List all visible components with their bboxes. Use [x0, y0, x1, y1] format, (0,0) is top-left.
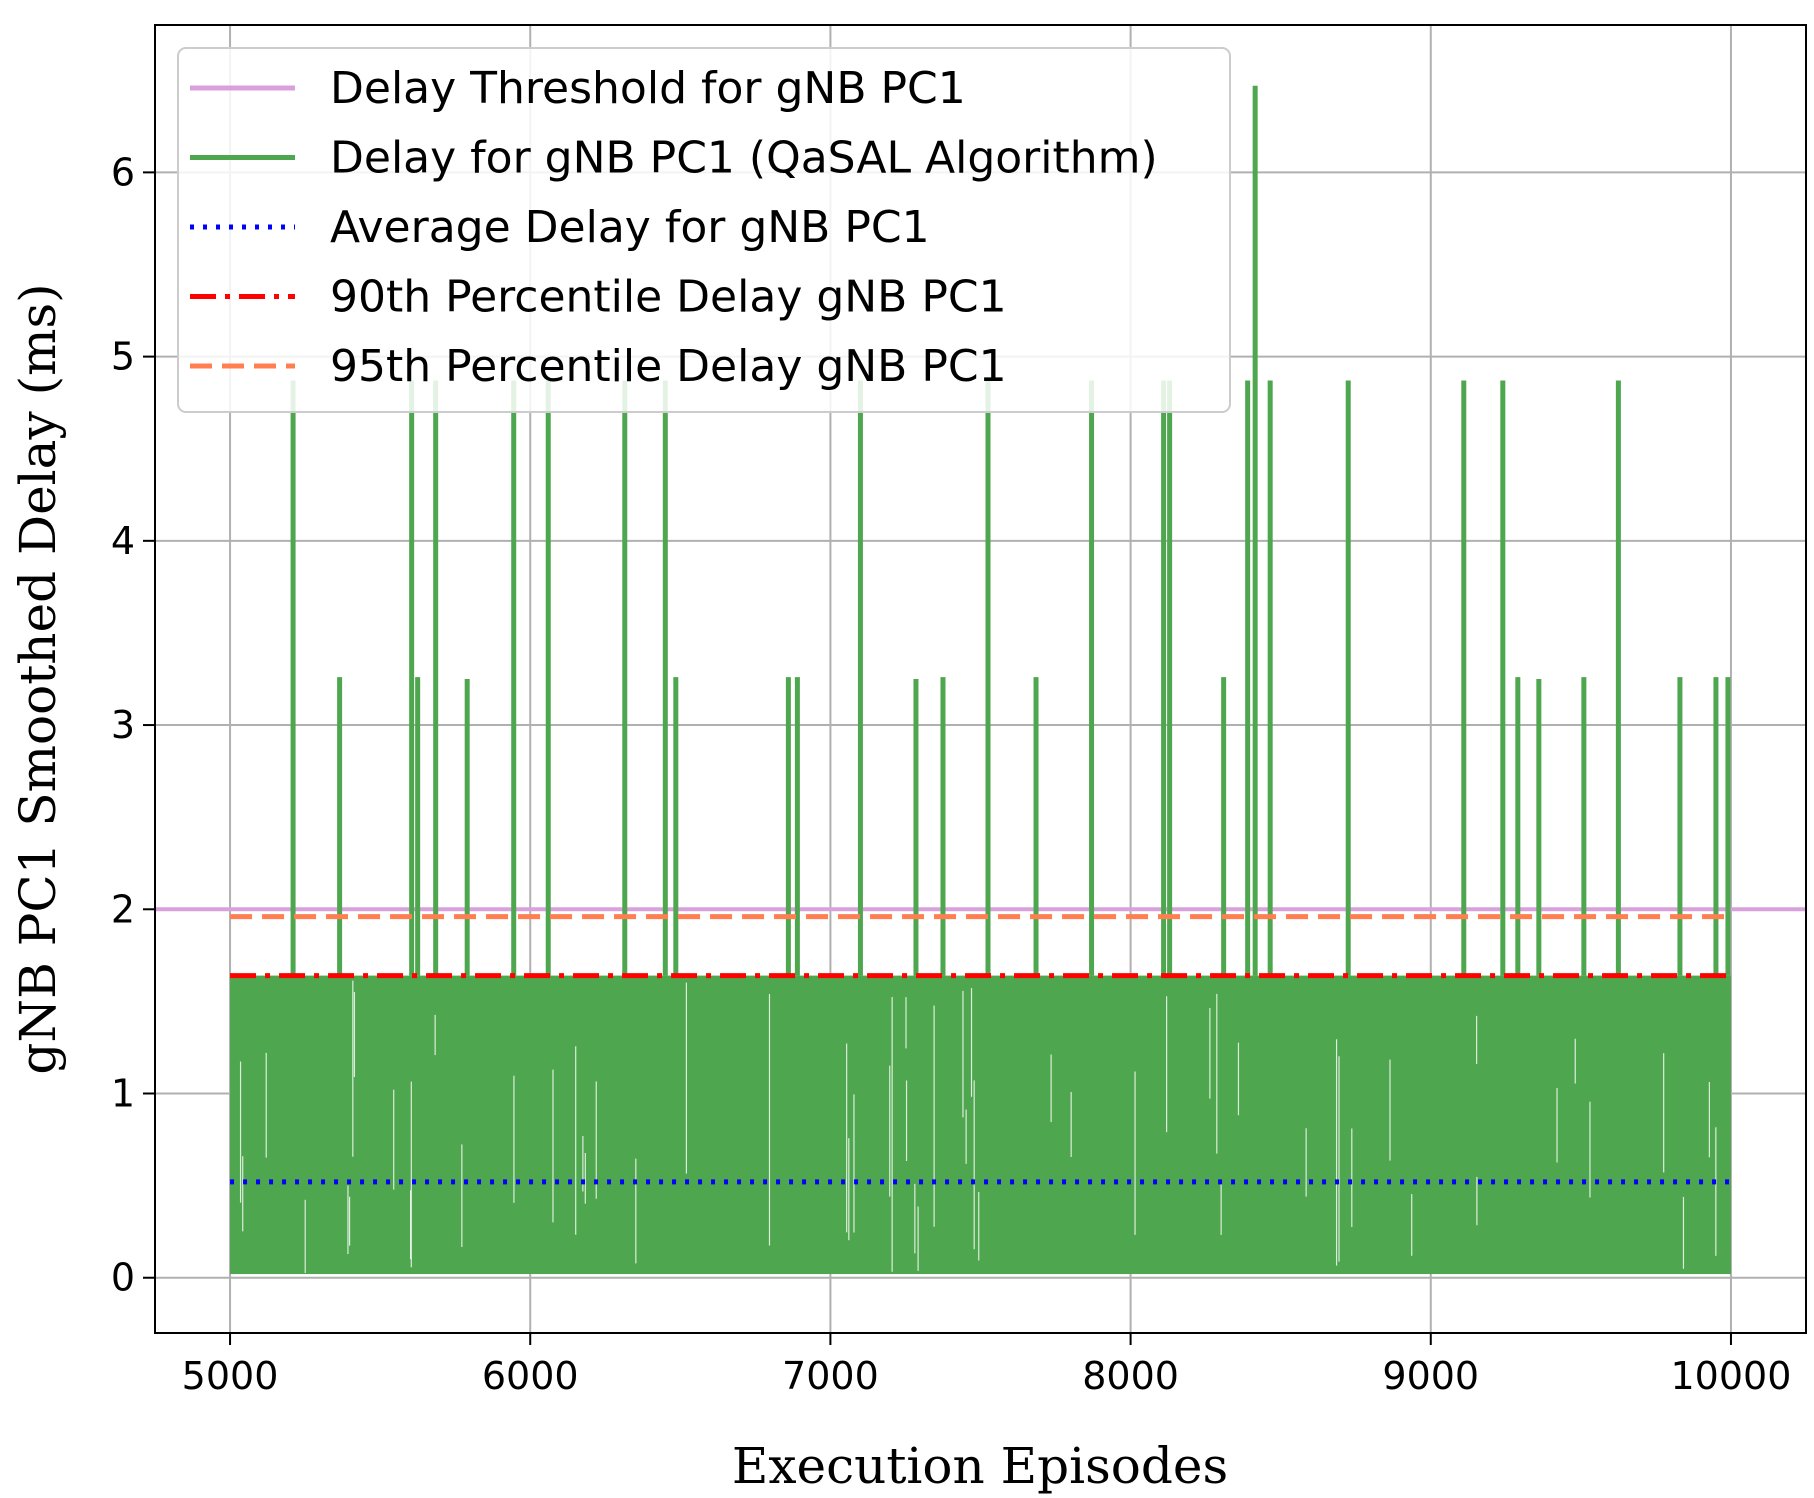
legend-box: [177, 47, 1231, 413]
x-tick-label: 5000: [182, 1354, 279, 1398]
x-tick-label: 6000: [482, 1354, 579, 1398]
series-qasal-delay: [230, 85, 1731, 1275]
qasal-delay-band: [230, 975, 1731, 1275]
y-tick-label: 2: [111, 887, 135, 931]
legend-label: Delay for gNB PC1 (QaSAL Algorithm): [330, 133, 1158, 184]
y-tick-label: 3: [111, 703, 135, 747]
legend-label: 95th Percentile Delay gNB PC1: [330, 341, 1007, 392]
legend-label: Delay Threshold for gNB PC1: [330, 63, 966, 114]
x-axis-title: Execution Episodes: [732, 1437, 1228, 1495]
x-tick-label: 7000: [782, 1354, 879, 1398]
x-tick-label: 9000: [1382, 1354, 1479, 1398]
x-tick-label: 10000: [1671, 1354, 1792, 1398]
series: [155, 85, 1806, 1275]
y-tick-label: 6: [111, 150, 135, 194]
y-tick-label: 4: [111, 519, 135, 563]
y-tick-label: 5: [111, 335, 135, 379]
legend-label: 90th Percentile Delay gNB PC1: [330, 272, 1007, 323]
y-tick-label: 0: [111, 1256, 135, 1300]
plot-frame: [154, 24, 1807, 1334]
legend: Delay Threshold for gNB PC1 Delay for gNB…: [177, 47, 1231, 413]
y-axis-title: gNB PC1 Smoothed Delay (ms): [9, 283, 67, 1074]
ticks: 5000 6000 7000 8000 9000 10000 0 1 2 3 4 5 6: [111, 150, 1792, 1398]
x-tick-label: 8000: [1082, 1354, 1179, 1398]
y-tick-label: 1: [111, 1072, 135, 1116]
legend-label: Average Delay for gNB PC1: [330, 202, 930, 253]
